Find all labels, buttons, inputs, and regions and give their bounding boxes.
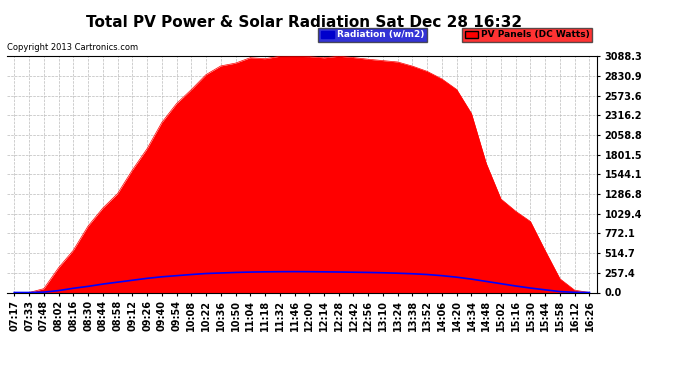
Legend: PV Panels (DC Watts): PV Panels (DC Watts) (462, 28, 592, 42)
Text: Copyright 2013 Cartronics.com: Copyright 2013 Cartronics.com (7, 43, 138, 52)
Text: Total PV Power & Solar Radiation Sat Dec 28 16:32: Total PV Power & Solar Radiation Sat Dec… (86, 15, 522, 30)
